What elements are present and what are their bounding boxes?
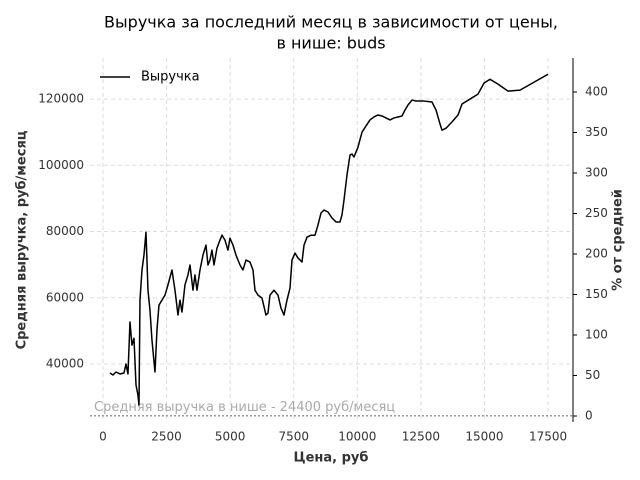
x-tick-label: 15000	[465, 430, 503, 444]
y2-tick-label: 100	[585, 328, 608, 342]
annotation: Средняя выручка в нише - 24400 руб/месяц	[94, 400, 395, 415]
y2-tick-label: 300	[585, 166, 608, 180]
x-tick-label: 0	[99, 430, 107, 444]
x-tick-label: 5000	[215, 430, 246, 444]
chart-title: в нише: buds	[276, 34, 385, 53]
y-tick-label: 80000	[46, 224, 84, 238]
y2-tick-label: 350	[585, 125, 608, 139]
y2-tick-label: 400	[585, 85, 608, 99]
y2-tick-label: 150	[585, 287, 608, 301]
y-tick-label: 120000	[38, 92, 84, 106]
y-tick-label: 100000	[38, 158, 84, 172]
x-tick-label: 12500	[402, 430, 440, 444]
x-axis-label: Цена, руб	[294, 451, 369, 466]
y-tick-label: 60000	[46, 290, 84, 304]
y-tick-label: 40000	[46, 357, 84, 371]
legend-label: Выручка	[141, 70, 200, 85]
y2-tick-label: 200	[585, 247, 608, 261]
data-line	[109, 73, 549, 406]
y2-tick-label: 0	[585, 409, 593, 423]
chart-title: Выручка за последний месяц в зависимости…	[104, 13, 558, 32]
x-tick-label: 2500	[151, 430, 182, 444]
x-tick-label: 17500	[529, 430, 567, 444]
x-tick-label: 10000	[338, 430, 376, 444]
y2-axis-label: % от средней	[611, 189, 626, 291]
y-axis-label: Средняя выручка, руб/месяц	[15, 130, 30, 349]
y2-tick-label: 250	[585, 206, 608, 220]
y2-tick-label: 50	[585, 368, 600, 382]
x-tick-label: 7500	[278, 430, 309, 444]
